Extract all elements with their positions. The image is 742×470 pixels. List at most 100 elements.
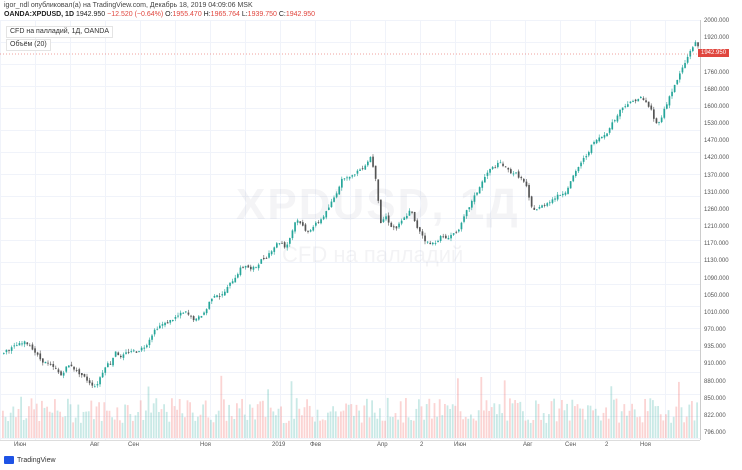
- volume-bar: [316, 409, 319, 438]
- candle-body: [52, 364, 55, 367]
- candle-body: [400, 220, 403, 224]
- candle-body: [647, 101, 650, 107]
- candlestick-chart[interactable]: [0, 20, 700, 440]
- candle-body: [250, 266, 252, 270]
- candle-body: [356, 170, 359, 174]
- candle-body: [151, 335, 153, 340]
- candle-body: [5, 349, 8, 353]
- candle-body: [239, 267, 242, 275]
- chart-pane[interactable]: [0, 20, 700, 441]
- volume-bar: [376, 418, 379, 438]
- volume-bar: [280, 406, 282, 438]
- volume-bar: [360, 422, 363, 438]
- candle-body: [393, 226, 395, 228]
- candle-body: [390, 222, 393, 227]
- candle-body: [515, 172, 517, 174]
- volume-bar: [30, 398, 33, 438]
- price-axis[interactable]: [700, 20, 742, 440]
- volume-bar: [410, 420, 412, 438]
- candle-body: [18, 343, 21, 346]
- volume-bar: [334, 411, 337, 438]
- candle-body: [439, 236, 442, 241]
- candle-body: [307, 230, 309, 232]
- candle-body: [377, 179, 380, 201]
- candle-body: [426, 241, 429, 243]
- volume-bar: [233, 419, 236, 438]
- chart-legend: CFD на палладий, 1Д, OANDA Объём (20): [6, 26, 113, 52]
- candle-body: [130, 351, 133, 352]
- volume-bar: [418, 399, 420, 438]
- candle-body: [49, 363, 52, 365]
- candle-body: [387, 215, 390, 223]
- volume-bar: [90, 400, 93, 438]
- volume-bar: [457, 378, 459, 438]
- volume-bar: [511, 403, 514, 438]
- volume-bar: [22, 419, 25, 438]
- candle-body: [666, 104, 668, 109]
- candle-body: [382, 219, 385, 222]
- candle-body: [369, 156, 372, 163]
- volume-bar: [353, 415, 355, 438]
- volume-bar: [158, 411, 160, 438]
- candle-body: [432, 242, 434, 245]
- candle-body: [47, 362, 49, 364]
- candle-body: [94, 386, 96, 388]
- candle-body: [499, 162, 502, 164]
- volume-bar: [137, 412, 139, 438]
- candle-body: [330, 201, 333, 208]
- volume-bar: [93, 419, 95, 438]
- volume-bar: [493, 403, 496, 438]
- volume-bar: [576, 404, 579, 438]
- volume-bar: [571, 399, 574, 438]
- volume-bar: [381, 420, 384, 438]
- candle-body: [364, 165, 367, 170]
- volume-bar: [535, 400, 537, 438]
- volume-bar: [303, 407, 306, 438]
- volume-bar: [428, 398, 431, 438]
- candle-body: [68, 365, 70, 368]
- candle-body: [62, 372, 65, 376]
- candle-body: [403, 217, 406, 221]
- candle-body: [195, 318, 198, 321]
- candle-body: [471, 200, 473, 208]
- volume-bar: [498, 404, 501, 438]
- candle-body: [185, 311, 187, 313]
- x-tick-label: Фев: [310, 442, 322, 448]
- volume-bar: [594, 408, 597, 438]
- candle-body: [434, 243, 437, 244]
- volume-bar: [488, 410, 490, 438]
- volume-bar: [654, 406, 657, 438]
- candle-body: [468, 207, 471, 210]
- y-tick-label: 2000.000: [704, 18, 730, 24]
- volume-bar: [467, 418, 470, 438]
- volume-bar: [555, 421, 558, 438]
- volume-bar: [332, 406, 334, 438]
- symbol-watermark: XPDUSD, 1Д: [236, 180, 520, 229]
- volume-bar: [181, 413, 184, 438]
- volume-bar: [519, 401, 522, 438]
- volume-bar: [373, 412, 376, 438]
- candle-body: [528, 185, 530, 198]
- volume-legend[interactable]: Объём (20): [6, 39, 51, 51]
- candle-body: [341, 178, 343, 188]
- volume-bar: [204, 400, 207, 438]
- candle-body: [408, 210, 411, 216]
- candle-body: [265, 257, 268, 259]
- candle-body: [411, 211, 413, 213]
- candle-body: [148, 339, 151, 346]
- y-tick-label: 1050.000: [704, 292, 730, 299]
- x-tick-label: Ноя: [200, 442, 211, 448]
- series-legend[interactable]: CFD на палладий, 1Д, OANDA: [6, 26, 113, 38]
- candle-body: [679, 73, 681, 80]
- candle-body: [10, 347, 13, 351]
- volume-bar: [412, 420, 415, 438]
- volume-bar: [597, 415, 600, 438]
- candle-body: [304, 224, 307, 231]
- candle-body: [177, 315, 179, 317]
- candle-body: [65, 366, 68, 372]
- candle-body: [281, 242, 283, 244]
- volume-bar: [139, 400, 142, 438]
- candle-body: [517, 171, 520, 178]
- candle-body: [421, 231, 424, 236]
- volume-bar: [688, 404, 691, 438]
